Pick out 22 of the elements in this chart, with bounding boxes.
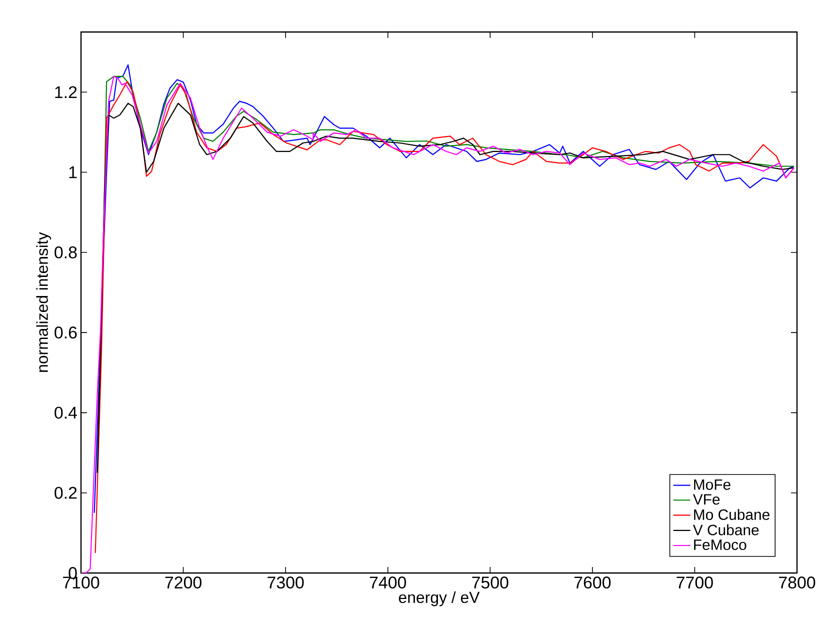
x-tick-label: 7500 — [472, 576, 508, 589]
y-tick-label: 0 — [68, 567, 77, 579]
legend-label: V Cubane — [692, 524, 759, 536]
x-tick-label: 7700 — [676, 576, 713, 589]
x-tick-label: 7300 — [268, 576, 304, 589]
y-tick-label: 1.2 — [55, 86, 77, 98]
x-tick-label: 7200 — [165, 576, 202, 589]
y-tick-label: 0.6 — [54, 326, 77, 339]
x-tick-label: 7100 — [63, 576, 100, 589]
x-tick-label: 7800 — [779, 576, 816, 589]
x-axis-title: energy / eV — [398, 591, 480, 606]
legend-label: Mo Cubane — [694, 508, 770, 520]
y-axis-title: normalized intensity — [36, 232, 52, 372]
legend-label: MoFe — [694, 479, 730, 490]
y-tick-label: 0.4 — [54, 406, 77, 419]
legend-label: FeMoco — [694, 540, 746, 550]
y-tick-label: 0.2 — [54, 486, 77, 499]
x-tick-label: 7600 — [574, 576, 611, 589]
x-tick-label: 7400 — [370, 576, 406, 589]
y-tick-label: 0.8 — [54, 246, 77, 258]
legend-label: VFe — [692, 494, 720, 505]
y-tick-label: 1 — [69, 166, 77, 178]
